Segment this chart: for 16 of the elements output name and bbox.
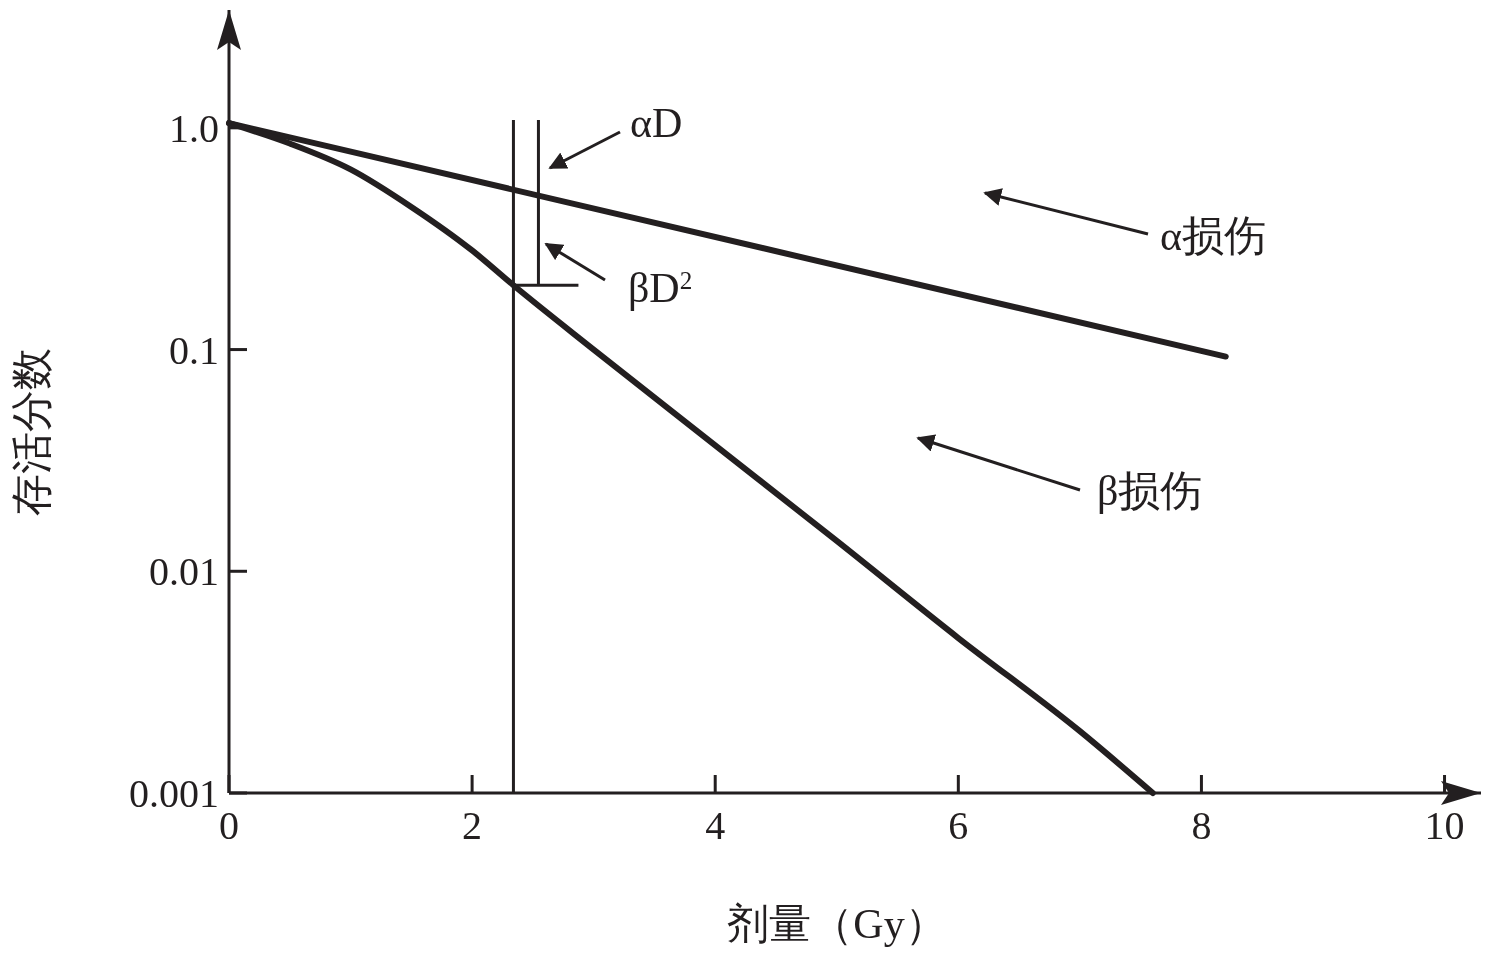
annotation: α损伤 [1160, 213, 1267, 259]
x-tick-label: 6 [948, 803, 969, 848]
x-axis-title: 剂量（Gy） [727, 901, 947, 947]
y-tick-label: 0.1 [169, 327, 219, 373]
y-tick-label: 0.001 [129, 771, 219, 816]
annotation: αD [630, 100, 683, 146]
x-tick-label: 10 [1424, 803, 1465, 848]
x-tick-label: 8 [1191, 803, 1212, 848]
annotation: β损伤 [1097, 468, 1203, 514]
x-tick-label: 4 [705, 803, 726, 848]
x-tick-label: 2 [462, 803, 483, 848]
annotation: βD$^{2}$ [628, 265, 693, 311]
y-tick-label: 0.01 [149, 549, 219, 595]
x-tick-label: 0 [219, 803, 239, 848]
y-axis-title: 存活分数 [9, 347, 55, 516]
y-tick-label: 1.0 [169, 105, 219, 151]
